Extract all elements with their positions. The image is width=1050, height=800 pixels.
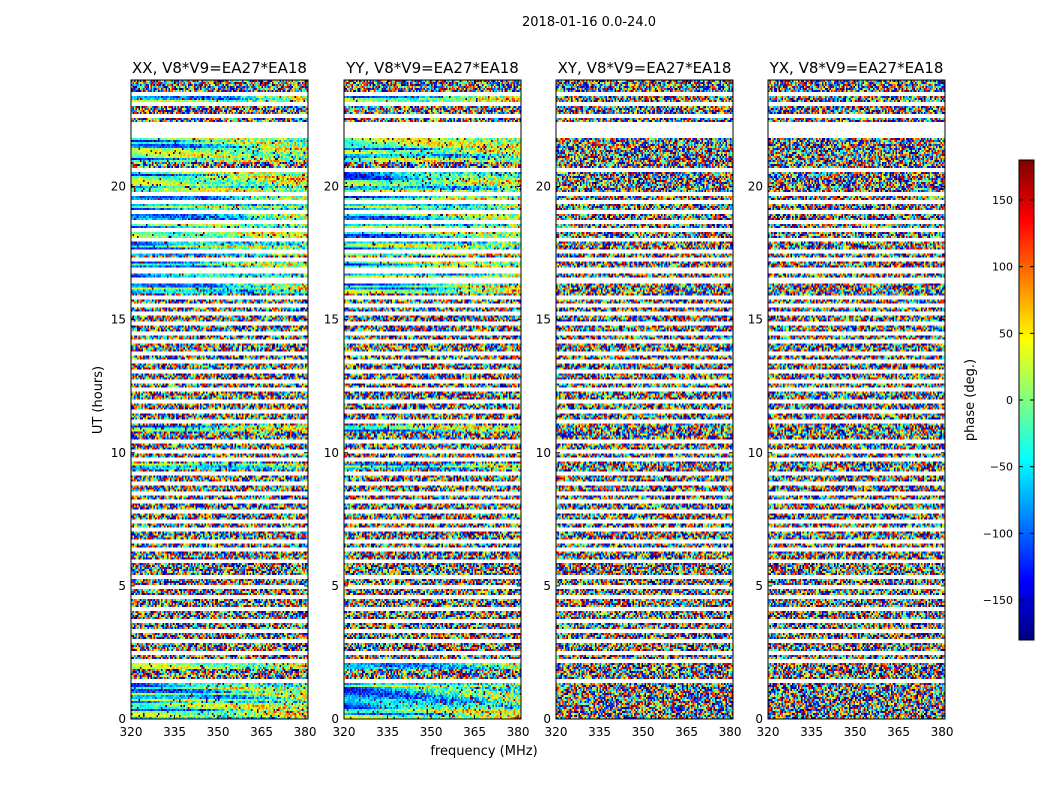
heatmap-panel-3: XY, V8*V9=EA27*EA18 320 335 350 365 380 0 5 10 15… [536, 59, 742, 739]
y-tick-label: 20 [111, 180, 126, 194]
x-tick-label: 335 [376, 725, 399, 739]
colorbar-tick-label: 100 [992, 261, 1013, 274]
y-tick-label: 5 [118, 579, 126, 593]
y-tick-label: 20 [748, 180, 763, 194]
x-tick-label: 350 [207, 725, 230, 739]
x-tick-label: 350 [420, 725, 443, 739]
x-tick-label: 350 [844, 725, 867, 739]
y-tick-label: 10 [111, 446, 126, 460]
y-tick-label: 20 [324, 180, 339, 194]
x-tick-label: 335 [800, 725, 823, 739]
x-axis-label: frequency (MHz) [430, 744, 537, 759]
colorbar-label: phase (deg.) [963, 359, 978, 441]
figure-suptitle: 2018-01-16 0.0-24.0 [522, 15, 656, 30]
heatmap-panel-2: YY, V8*V9=EA27*EA18 320 335 350 365 380 0 5 10 15… [324, 59, 530, 739]
y-tick-label: 0 [543, 712, 551, 726]
y-tick-label: 15 [536, 313, 551, 327]
x-tick-label: 365 [463, 725, 486, 739]
x-tick-label: 320 [545, 725, 568, 739]
panel-title: XX, V8*V9=EA27*EA18 [132, 59, 307, 77]
y-tick-label: 15 [111, 313, 126, 327]
x-tick-label: 320 [120, 725, 143, 739]
panel-title: YX, V8*V9=EA27*EA18 [769, 59, 944, 77]
x-tick-label: 365 [250, 725, 273, 739]
y-tick-label: 0 [331, 712, 339, 726]
colorbar: −150 −100 −50 0 50 100 150 phase (deg.) [963, 159, 1035, 641]
heatmap-image [768, 80, 945, 719]
y-tick-label: 5 [331, 579, 339, 593]
panel-title: YY, V8*V9=EA27*EA18 [345, 59, 519, 77]
colorbar-tick-label: −100 [983, 527, 1013, 540]
x-tick-label: 365 [887, 725, 910, 739]
x-tick-label: 380 [719, 725, 742, 739]
heatmap-panel-1: XX, V8*V9=EA27*EA18 320 335 350 365 380 0 5 10 15… [111, 59, 317, 739]
y-tick-label: 15 [748, 313, 763, 327]
heatmap-image [131, 80, 308, 719]
colorbar-tick-label: 0 [1006, 394, 1013, 407]
y-tick-label: 0 [755, 712, 763, 726]
y-axis-label: UT (hours) [91, 366, 106, 434]
x-tick-label: 380 [294, 725, 317, 739]
y-tick-label: 5 [755, 579, 763, 593]
panel-title: XY, V8*V9=EA27*EA18 [558, 59, 732, 77]
heatmap-image [556, 80, 733, 719]
y-tick-label: 15 [324, 313, 339, 327]
x-tick-label: 380 [931, 725, 954, 739]
plot-frame [343, 79, 522, 720]
y-tick-label: 20 [536, 180, 551, 194]
x-tick-label: 365 [675, 725, 698, 739]
x-tick-label: 335 [588, 725, 611, 739]
heatmap-image [344, 80, 521, 719]
y-tick-label: 10 [536, 446, 551, 460]
x-tick-label: 350 [632, 725, 655, 739]
plot-frame [767, 79, 946, 720]
y-tick-label: 10 [324, 446, 339, 460]
x-tick-label: 335 [163, 725, 186, 739]
colorbar-tick-label: 150 [992, 194, 1013, 207]
colorbar-ticks: −150 −100 −50 0 50 100 150 [983, 194, 1034, 607]
x-tick-label: 320 [757, 725, 780, 739]
x-tick-label: 320 [333, 725, 356, 739]
colorbar-tick-label: −150 [983, 594, 1013, 607]
heatmap-panels: XX, V8*V9=EA27*EA18 320 335 350 365 380 0 5 10 15… [111, 59, 954, 739]
heatmap-panel-4: YX, V8*V9=EA27*EA18 320 335 350 365 380 0 5 10 15… [748, 59, 954, 739]
y-tick-label: 0 [118, 712, 126, 726]
y-tick-label: 5 [543, 579, 551, 593]
y-tick-label: 10 [748, 446, 763, 460]
colorbar-tick-label: 50 [999, 327, 1013, 340]
plot-frame [130, 79, 309, 720]
plot-frame [555, 79, 734, 720]
colorbar-tick-label: −50 [990, 461, 1013, 474]
x-tick-label: 380 [507, 725, 530, 739]
